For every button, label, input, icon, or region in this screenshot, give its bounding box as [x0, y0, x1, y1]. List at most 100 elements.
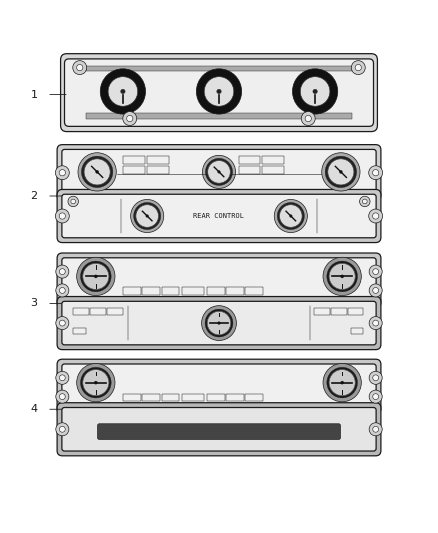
Bar	[147, 166, 169, 174]
Circle shape	[59, 169, 65, 176]
FancyBboxPatch shape	[60, 54, 378, 132]
Circle shape	[373, 269, 378, 274]
Bar	[142, 393, 160, 401]
Circle shape	[83, 263, 109, 289]
Circle shape	[329, 369, 355, 395]
Circle shape	[373, 320, 378, 326]
Circle shape	[56, 372, 69, 384]
FancyBboxPatch shape	[57, 296, 381, 350]
Bar	[123, 287, 141, 295]
Bar	[314, 309, 329, 316]
Bar	[147, 156, 169, 164]
Circle shape	[56, 423, 69, 436]
Circle shape	[313, 89, 317, 94]
Circle shape	[327, 261, 357, 292]
Circle shape	[355, 64, 361, 71]
Bar	[226, 393, 244, 401]
Bar	[239, 156, 260, 164]
Bar	[331, 309, 346, 316]
FancyBboxPatch shape	[57, 144, 381, 201]
Circle shape	[205, 309, 233, 337]
Text: 1: 1	[31, 90, 38, 100]
Bar	[86, 66, 352, 71]
Circle shape	[83, 369, 109, 395]
Circle shape	[77, 257, 115, 296]
Circle shape	[95, 171, 99, 173]
Circle shape	[360, 196, 370, 207]
Circle shape	[60, 287, 65, 293]
Circle shape	[300, 77, 330, 106]
Circle shape	[108, 77, 138, 106]
Circle shape	[73, 61, 87, 75]
Circle shape	[369, 284, 382, 297]
Circle shape	[77, 364, 115, 402]
Bar	[107, 309, 123, 316]
Circle shape	[94, 275, 97, 278]
Circle shape	[131, 199, 164, 232]
Circle shape	[56, 284, 69, 297]
Circle shape	[373, 287, 378, 293]
Circle shape	[369, 166, 383, 180]
FancyBboxPatch shape	[62, 408, 376, 451]
Circle shape	[71, 199, 75, 204]
Circle shape	[78, 153, 116, 191]
Circle shape	[373, 213, 379, 219]
Circle shape	[351, 61, 365, 75]
Circle shape	[56, 390, 69, 403]
Bar	[245, 287, 263, 295]
Circle shape	[59, 213, 65, 219]
Circle shape	[121, 89, 125, 94]
Circle shape	[196, 69, 242, 114]
Circle shape	[60, 269, 65, 274]
Circle shape	[204, 77, 234, 106]
Bar	[262, 156, 284, 164]
FancyBboxPatch shape	[57, 189, 381, 243]
Circle shape	[369, 423, 382, 436]
Bar	[123, 156, 145, 164]
Text: REAR CONTROL: REAR CONTROL	[194, 213, 244, 219]
Circle shape	[100, 69, 145, 114]
Circle shape	[293, 69, 338, 114]
Circle shape	[217, 89, 221, 94]
Circle shape	[123, 111, 137, 125]
Circle shape	[60, 320, 65, 326]
Circle shape	[134, 203, 161, 230]
Bar	[183, 287, 204, 295]
Circle shape	[56, 265, 69, 278]
Circle shape	[201, 305, 237, 341]
Text: 3: 3	[31, 298, 38, 309]
Circle shape	[279, 205, 302, 228]
Bar	[142, 287, 160, 295]
Circle shape	[369, 209, 383, 223]
Circle shape	[322, 153, 360, 191]
FancyBboxPatch shape	[62, 258, 376, 303]
Circle shape	[323, 257, 361, 296]
Circle shape	[277, 203, 304, 230]
Circle shape	[56, 317, 69, 329]
Circle shape	[339, 171, 343, 173]
Circle shape	[146, 215, 148, 217]
Circle shape	[369, 390, 382, 403]
Bar	[239, 166, 260, 174]
Text: 4: 4	[31, 404, 38, 414]
FancyBboxPatch shape	[57, 253, 381, 308]
Circle shape	[325, 156, 357, 188]
Circle shape	[369, 372, 382, 384]
Circle shape	[77, 64, 83, 71]
Text: 2: 2	[31, 191, 38, 201]
Circle shape	[305, 115, 311, 122]
Circle shape	[341, 275, 344, 278]
Bar	[245, 393, 263, 401]
Circle shape	[81, 367, 111, 398]
Bar	[86, 114, 352, 118]
Circle shape	[301, 111, 315, 125]
Circle shape	[274, 199, 307, 232]
Circle shape	[290, 215, 292, 217]
Bar	[348, 309, 364, 316]
Circle shape	[60, 375, 65, 381]
Bar	[90, 309, 106, 316]
Circle shape	[205, 158, 233, 185]
FancyBboxPatch shape	[62, 149, 376, 196]
Bar	[226, 287, 244, 295]
Circle shape	[55, 166, 69, 180]
